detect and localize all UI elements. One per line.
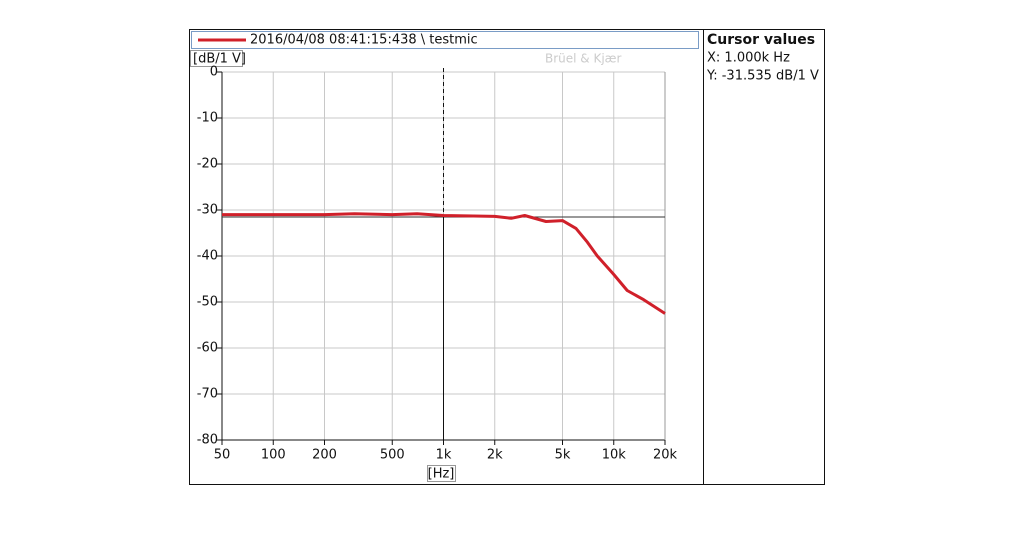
cursor-y: Y: -31.535 dB/1 V <box>706 69 819 84</box>
y-tick-label: -40 <box>197 249 218 264</box>
y-tick-label: -50 <box>197 295 218 310</box>
y-tick-label: -80 <box>197 433 218 448</box>
series-line <box>222 212 666 315</box>
x-tick-label: 20k <box>653 448 678 463</box>
x-tick-label: 5k <box>555 448 571 463</box>
y-label-box <box>190 50 243 67</box>
watermark: Brüel & Kjær <box>545 52 621 66</box>
x-tick-label: 1k <box>436 448 452 463</box>
y-axis-label: [dB/1 V] <box>193 52 246 67</box>
x-tick-label: 100 <box>261 448 286 463</box>
x-label-box <box>427 465 456 482</box>
y-tick-label: -30 <box>197 203 218 218</box>
x-tick-label: 500 <box>380 448 405 463</box>
y-tick-label: -20 <box>197 157 218 172</box>
cursor-x: X: 1.000k Hz <box>707 51 790 66</box>
x-tick-label: 200 <box>312 448 337 463</box>
y-tick-label: 0 <box>210 65 218 80</box>
y-tick-label: -60 <box>197 341 218 356</box>
legend-label: 2016/04/08 08:41:15:438 \ testmic <box>250 33 478 48</box>
x-tick-label: 50 <box>214 448 231 463</box>
x-axis-label: [Hz] <box>428 467 455 482</box>
x-tick-label: 2k <box>487 448 503 463</box>
legend-bar <box>191 31 699 49</box>
y-tick-label: -70 <box>197 387 218 402</box>
cursor-panel: Cursor values X: 1.000k Hz Y: -31.535 dB… <box>706 32 819 84</box>
y-tick-label: -10 <box>197 111 218 126</box>
cursor-title: Cursor values <box>707 32 815 48</box>
x-tick-label: 10k <box>602 448 627 463</box>
